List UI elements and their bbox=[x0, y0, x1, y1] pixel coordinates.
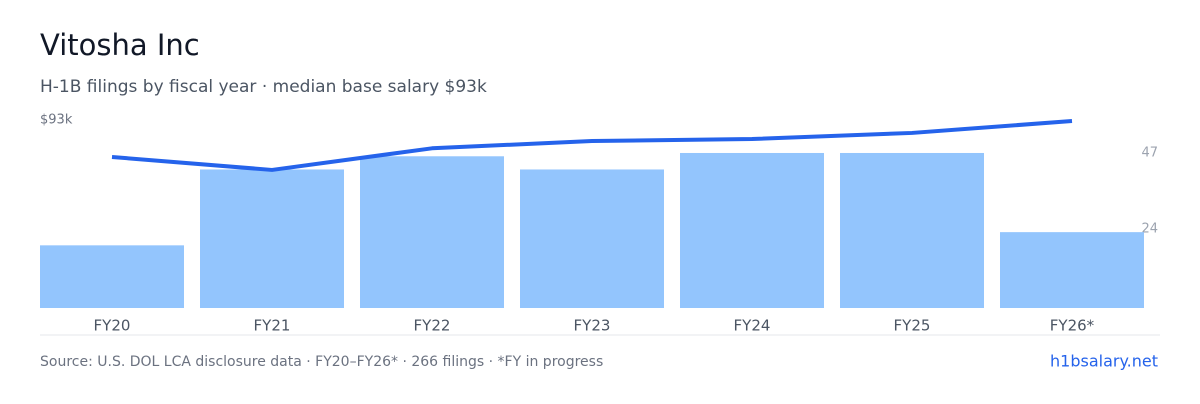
x-tick-label: FY24 bbox=[734, 317, 771, 335]
y2-tick-label: 24 bbox=[1141, 221, 1158, 236]
bar bbox=[200, 169, 344, 308]
y-tick-label: $93k bbox=[40, 113, 73, 128]
x-tick-label: FY21 bbox=[254, 317, 291, 335]
chart-subtitle: H-1B filings by fiscal year · median bas… bbox=[40, 77, 487, 97]
bar bbox=[680, 152, 824, 308]
chart-title: Vitosha Inc bbox=[40, 28, 200, 62]
bar bbox=[520, 169, 664, 308]
x-tick-label: FY26* bbox=[1050, 317, 1095, 335]
salary-line bbox=[111, 119, 1073, 172]
x-tick-label: FY25 bbox=[894, 317, 931, 335]
x-tick-label: FY23 bbox=[574, 317, 611, 335]
bar bbox=[1000, 232, 1144, 308]
bar bbox=[360, 156, 504, 308]
source-note: Source: U.S. DOL LCA disclosure data · F… bbox=[40, 354, 603, 370]
x-tick-label: FY22 bbox=[414, 317, 451, 335]
site-link[interactable]: h1bsalary.net bbox=[1050, 352, 1158, 371]
y2-tick-label: 47 bbox=[1141, 145, 1158, 160]
bar bbox=[40, 245, 184, 308]
x-tick-label: FY20 bbox=[94, 317, 131, 335]
bar bbox=[840, 152, 984, 308]
